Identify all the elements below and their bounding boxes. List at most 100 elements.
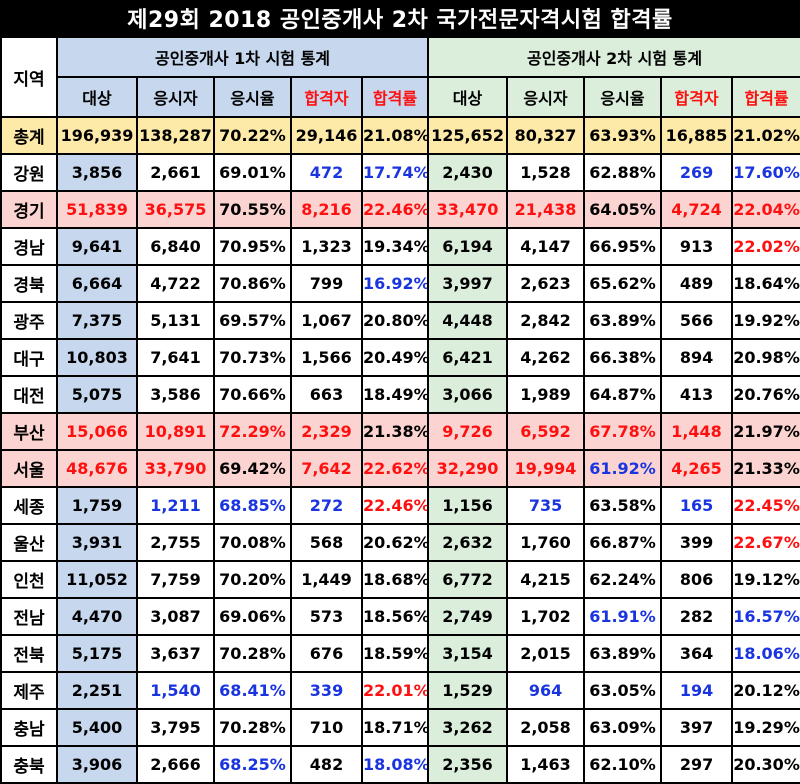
- table-cell: 36,575: [136, 190, 215, 229]
- table-cell: 7,375: [56, 301, 138, 340]
- table-cell: 80,327: [506, 116, 586, 155]
- table-cell: 69.57%: [213, 301, 292, 340]
- table-cell: 69.06%: [213, 597, 292, 636]
- table-cell: 21.33%: [731, 449, 800, 488]
- region-label: 충남: [0, 708, 58, 747]
- table-cell: 413: [660, 375, 734, 414]
- table-cell: 68.41%: [213, 671, 292, 710]
- column-header: 응시자: [506, 76, 586, 118]
- table-cell: 48,676: [56, 449, 138, 488]
- table-cell: 16.57%: [731, 597, 800, 636]
- region-label: 세종: [0, 486, 58, 525]
- table-cell: 70.55%: [213, 190, 292, 229]
- table-cell: 573: [290, 597, 363, 636]
- region-label: 인천: [0, 560, 58, 599]
- table-cell: 21.08%: [360, 116, 430, 155]
- table-cell: 964: [506, 671, 586, 710]
- table-cell: 397: [660, 708, 734, 747]
- table-cell: 125,652: [427, 116, 509, 155]
- table-cell: 62.88%: [583, 153, 663, 192]
- table-cell: 33,470: [427, 190, 509, 229]
- table-cell: 4,147: [506, 227, 586, 266]
- table-cell: 5,075: [56, 375, 138, 414]
- table-row: 총계 196,939 138,287 70.22% 29,146 21.08% 125,65…: [0, 116, 800, 155]
- table-cell: 1,156: [427, 486, 509, 525]
- table-cell: 6,194: [427, 227, 509, 266]
- table-cell: 894: [660, 338, 734, 377]
- table-cell: 70.22%: [213, 116, 292, 155]
- table-row: 대전 5,075 3,586 70.66% 663 18.49% 3,066 1,989 64.…: [0, 375, 800, 414]
- table-cell: 1,760: [506, 523, 586, 562]
- table-cell: 15,066: [56, 412, 138, 451]
- table-cell: 72.29%: [213, 412, 292, 451]
- table-cell: 4,722: [136, 264, 215, 303]
- table-cell: 1,702: [506, 597, 586, 636]
- table-cell: 18.06%: [731, 634, 800, 673]
- table-cell: 20.98%: [731, 338, 800, 377]
- table-cell: 70.73%: [213, 338, 292, 377]
- table-cell: 1,759: [56, 486, 138, 525]
- table-cell: 3,997: [427, 264, 509, 303]
- group2-header: 공인중개사 2차 시험 통계: [427, 36, 800, 78]
- table-cell: 22.46%: [360, 486, 430, 525]
- table-cell: 19.29%: [731, 708, 800, 747]
- table-cell: 18.64%: [731, 264, 800, 303]
- table-cell: 18.08%: [360, 745, 430, 784]
- table-cell: 663: [290, 375, 363, 414]
- column-header: 응시율: [213, 76, 292, 118]
- table-cell: 196,939: [56, 116, 138, 155]
- table-cell: 9,641: [56, 227, 138, 266]
- table-cell: 1,566: [290, 338, 363, 377]
- table-cell: 566: [660, 301, 734, 340]
- table-row: 제주 2,251 1,540 68.41% 339 22.01% 1,529 964 63.05…: [0, 671, 800, 710]
- table-cell: 10,891: [136, 412, 215, 451]
- table-cell: 62.24%: [583, 560, 663, 599]
- table-cell: 3,856: [56, 153, 138, 192]
- header-row-groups: 지역 공인중개사 1차 시험 통계 공인중개사 2차 시험 통계: [0, 36, 800, 118]
- table-cell: 68.25%: [213, 745, 292, 784]
- table-cell: 735: [506, 486, 586, 525]
- table-row: 세종 1,759 1,211 68.85% 272 22.46% 1,156 735 63.58…: [0, 486, 800, 525]
- table-cell: 70.28%: [213, 634, 292, 673]
- table-cell: 6,664: [56, 264, 138, 303]
- table-cell: 70.20%: [213, 560, 292, 599]
- table-cell: 4,215: [506, 560, 586, 599]
- table-cell: 2,842: [506, 301, 586, 340]
- table-cell: 1,211: [136, 486, 215, 525]
- table-cell: 568: [290, 523, 363, 562]
- table-cell: 11,052: [56, 560, 138, 599]
- table-cell: 3,154: [427, 634, 509, 673]
- table-cell: 1,067: [290, 301, 363, 340]
- table-cell: 1,323: [290, 227, 363, 266]
- region-label: 울산: [0, 523, 58, 562]
- table-cell: 21,438: [506, 190, 586, 229]
- table-cell: 20.80%: [360, 301, 430, 340]
- table-cell: 63.93%: [583, 116, 663, 155]
- column-header: 응시율: [583, 76, 663, 118]
- region-label: 광주: [0, 301, 58, 340]
- table-cell: 2,058: [506, 708, 586, 747]
- table-cell: 6,772: [427, 560, 509, 599]
- table-cell: 17.74%: [360, 153, 430, 192]
- table-row: 인천 11,052 7,759 70.20% 1,449 18.68% 6,772 4,215…: [0, 560, 800, 599]
- table-cell: 272: [290, 486, 363, 525]
- table-cell: 22.62%: [360, 449, 430, 488]
- table-cell: 70.28%: [213, 708, 292, 747]
- table-cell: 3,906: [56, 745, 138, 784]
- table-cell: 63.89%: [583, 634, 663, 673]
- table-cell: 64.05%: [583, 190, 663, 229]
- table-row: 서울 48,676 33,790 69.42% 7,642 22.62% 32,290 19,…: [0, 449, 800, 488]
- region-label: 부산: [0, 412, 58, 451]
- table-cell: 3,087: [136, 597, 215, 636]
- table-cell: 3,262: [427, 708, 509, 747]
- table-cell: 2,632: [427, 523, 509, 562]
- table-cell: 1,448: [660, 412, 734, 451]
- table-cell: 66.38%: [583, 338, 663, 377]
- table-cell: 297: [660, 745, 734, 784]
- table-cell: 70.86%: [213, 264, 292, 303]
- table-cell: 68.85%: [213, 486, 292, 525]
- table-cell: 61.91%: [583, 597, 663, 636]
- region-label: 경기: [0, 190, 58, 229]
- table-row: 경기 51,839 36,575 70.55% 8,216 22.46% 33,470 21,…: [0, 190, 800, 229]
- region-header: 지역: [0, 36, 58, 118]
